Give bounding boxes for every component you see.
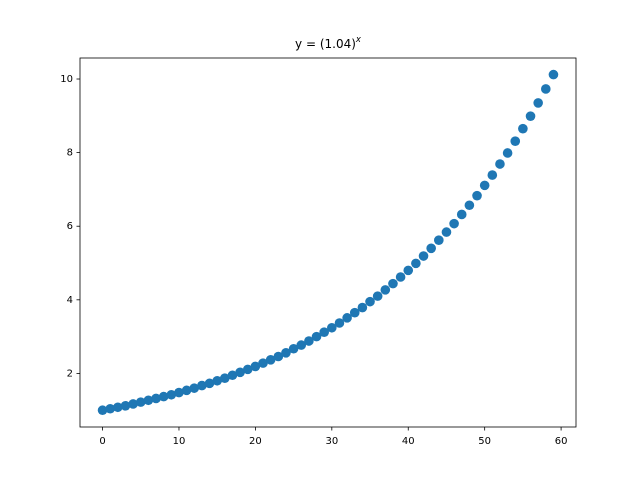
y-tick-label: 2 [67, 368, 73, 379]
point [265, 355, 276, 365]
x-tick-label: 50 [478, 436, 491, 447]
point [541, 84, 551, 94]
point [258, 358, 268, 368]
point [128, 399, 138, 409]
point [204, 378, 215, 389]
point [181, 385, 192, 396]
point [212, 375, 222, 386]
point [327, 322, 337, 333]
y-tick-label: 4 [67, 295, 73, 306]
point [479, 180, 490, 191]
point [548, 69, 559, 80]
point [158, 391, 169, 402]
point [372, 291, 383, 301]
x-tick-label: 20 [249, 436, 262, 447]
point [174, 387, 184, 398]
point [418, 251, 429, 261]
point [464, 200, 475, 211]
point [113, 402, 123, 413]
point [365, 296, 375, 307]
point [227, 370, 238, 381]
point [288, 343, 299, 354]
y-tick-label: 8 [67, 148, 73, 159]
point [426, 243, 436, 254]
point [319, 327, 329, 338]
point [487, 170, 498, 180]
y-tick-label: 10 [60, 74, 73, 85]
point [105, 403, 115, 414]
point [197, 380, 207, 391]
point [151, 393, 161, 404]
point [166, 389, 177, 400]
point [120, 401, 131, 411]
point [235, 367, 245, 378]
point [380, 285, 391, 295]
point [518, 123, 528, 134]
plot-frame [79, 57, 577, 428]
point [403, 265, 414, 276]
y-tick-label: 6 [67, 221, 73, 232]
point [296, 340, 307, 350]
x-tick-label: 60 [555, 436, 568, 447]
point [220, 373, 230, 384]
point [357, 302, 368, 313]
point [434, 235, 444, 245]
point [411, 258, 421, 269]
point [349, 307, 360, 318]
point [304, 336, 314, 346]
point [449, 218, 459, 229]
point [135, 397, 146, 407]
point [281, 348, 291, 358]
x-tick-label: 10 [173, 436, 186, 447]
point [334, 318, 345, 328]
point [143, 395, 154, 406]
point [395, 272, 406, 282]
point [97, 405, 108, 416]
point [388, 278, 398, 289]
x-tick-label: 0 [99, 436, 105, 447]
point [441, 227, 452, 237]
point [495, 159, 505, 169]
point [533, 98, 543, 108]
x-tick-label: 40 [402, 436, 415, 447]
point [510, 136, 521, 147]
point [472, 190, 482, 201]
point [456, 209, 467, 220]
point [273, 351, 284, 362]
point [250, 361, 261, 372]
point [342, 313, 352, 323]
x-tick-label: 30 [325, 436, 338, 447]
chart-title: y = (1.04)x [295, 35, 362, 51]
point [242, 364, 253, 375]
point [311, 331, 322, 342]
point [525, 111, 536, 121]
point [502, 148, 513, 158]
point [189, 383, 200, 393]
